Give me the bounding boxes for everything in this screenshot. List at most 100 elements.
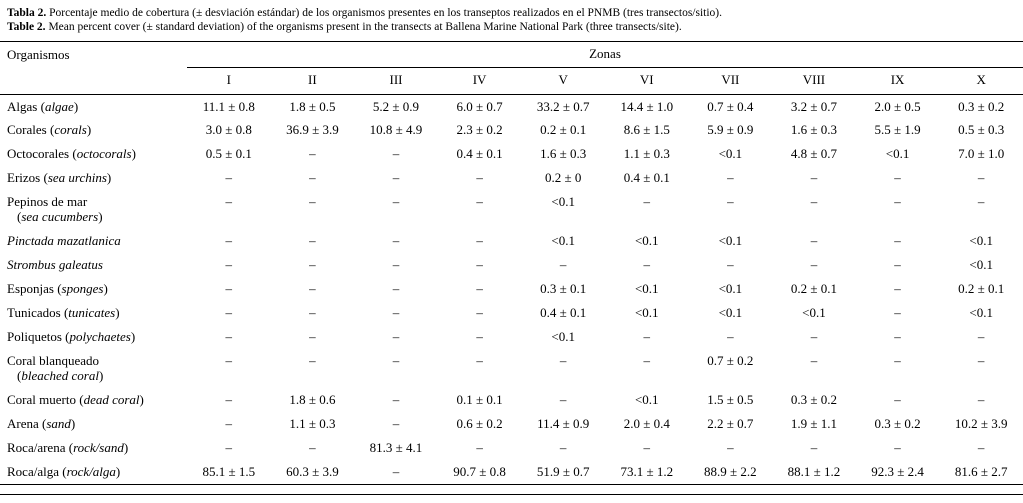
value-cell: <0.1 [551,194,575,210]
value-cell: – [643,194,651,210]
zone-column-header: VIII [772,67,856,95]
organism-name: Roca/alga (rock/alga) [7,463,121,479]
value-cell: <0.1 [718,146,743,162]
value-cell: <0.1 [718,304,743,320]
value-cell: – [559,439,567,455]
value-cell: 90.7 ± 0.8 [453,463,506,479]
value-cell: 2.0 ± 0.5 [874,98,921,114]
value-cell: – [727,194,734,210]
value-cell: 1.1 ± 0.3 [289,415,336,431]
zone-column-header: IX [855,67,940,95]
value-cell: 0.7 ± 0.2 [707,352,754,368]
value-cell: 2.3 ± 0.2 [456,122,503,138]
value-cell: – [392,415,400,431]
value-cell: – [559,352,567,368]
value-cell: 0.7 ± 0.4 [707,98,754,114]
value-cell: <0.1 [969,233,993,249]
value-cell: 0.3 ± 0.2 [790,391,838,407]
caption-spanish-label: Tabla 2. [7,7,47,19]
value-cell: – [225,194,233,210]
value-cell: – [392,328,400,344]
value-cell: 0.2 ± 0.1 [958,281,1005,296]
value-cell: 11.4 ± 0.9 [537,415,590,431]
value-cell: <0.1 [718,281,743,296]
organism-name: Tunicados (tunicates) [7,304,120,320]
value-cell: 11.1 ± 0.8 [202,98,255,114]
value-cell: – [643,257,651,273]
value-cell: – [977,328,985,344]
value-cell: 5.5 ± 1.9 [874,122,921,138]
value-cell: 88.9 ± 2.2 [704,463,757,479]
organism-name: Pepinos de mar (sea cucumbers) [7,194,103,225]
value-cell: 73.1 ± 1.2 [620,463,674,479]
value-cell: – [977,194,985,210]
organism-name: Coral muerto (dead coral) [7,391,144,407]
value-cell: – [810,170,818,186]
value-cell: – [225,257,233,273]
value-cell: 0.2 ± 0.1 [540,122,587,138]
value-cell: – [894,257,901,273]
table-row: Roca/arena (rock/sand) – – 81.3 ± 4.1 – – – – – –… [0,436,1023,460]
table-row: Arena (sand) – 1.1 ± 0.3 – 0.6 ± 0.2 11.4 ± 0… [0,412,1023,436]
caption-spanish-text: Porcentaje medio de cobertura (± desviac… [46,7,723,19]
value-cell: – [559,391,567,407]
table-row: Esponjas (sponges) – – – – 0.3 ± 0.1 <0.1 <0.1 0… [0,278,1023,302]
value-cell: <0.1 [634,233,659,249]
value-cell: 0.1 ± 0.1 [456,391,503,407]
value-cell: – [977,439,985,455]
value-cell: – [894,281,901,296]
value-cell: – [392,233,400,249]
value-cell: – [309,304,316,320]
zone-column-header: X [939,67,1023,95]
table-row: Coral muerto (dead coral) – 1.8 ± 0.6 – 0.1 … [0,388,1023,412]
value-cell: <0.1 [969,304,993,320]
value-cell: – [476,194,483,210]
value-cell: – [476,257,483,273]
value-cell: – [894,328,901,344]
value-cell: – [476,233,483,249]
organism-name: Arena (sand) [7,415,76,431]
value-cell: – [894,304,901,320]
value-cell: – [894,233,901,249]
value-cell: – [810,233,818,249]
value-cell: <0.1 [634,304,659,320]
organism-name: Strombus galeatus [7,257,103,273]
cover-data-table: Organismos Zonas I II III IV V VI VII VIII IX X A… [0,41,1023,485]
value-cell: 60.3 ± 3.9 [286,463,339,479]
value-cell: 5.2 ± 0.9 [372,98,420,114]
value-cell: 0.6 ± 0.2 [456,415,503,431]
value-cell: – [643,328,651,344]
value-cell: <0.1 [969,257,993,273]
value-cell: 2.0 ± 0.4 [623,415,670,431]
value-cell: – [977,170,985,186]
value-cell: – [225,304,233,320]
organism-name: Algas (algae) [7,98,79,114]
value-cell: 0.4 ± 0.1 [456,146,503,162]
value-cell: – [894,352,901,368]
value-cell: 5.9 ± 0.9 [707,122,754,138]
value-cell: – [309,146,316,162]
value-cell: 1.5 ± 0.5 [707,391,754,407]
value-cell: 0.2 ± 0.1 [790,281,838,296]
value-cell: – [225,233,233,249]
value-cell: 0.3 ± 0.1 [540,281,587,296]
value-cell: – [476,439,483,455]
organism-name: Coral blanqueado (bleached coral) [7,352,104,383]
value-cell: 36.9 ± 3.9 [286,122,339,138]
value-cell: <0.1 [634,391,659,407]
organism-name: Corales (corals) [7,122,92,138]
value-cell: – [810,328,818,344]
value-cell: 10.8 ± 4.9 [369,122,423,138]
value-cell: 85.1 ± 1.5 [202,463,256,479]
table-row: Poliquetos (polychaetes) – – – – <0.1 – – – – – [0,325,1023,349]
value-cell: <0.1 [551,233,575,249]
value-cell: 1.8 ± 0.5 [289,98,336,114]
caption-english: Table 2. Mean percent cover (± standard … [7,21,1013,35]
table-row: Strombus galeatus – – – – – – – – – <0.1 [0,254,1023,278]
value-cell: 81.3 ± 4.1 [369,439,423,455]
value-cell: 3.0 ± 0.8 [205,122,252,138]
value-cell: – [810,194,818,210]
value-cell: – [476,352,483,368]
value-cell: – [559,257,567,273]
value-cell: – [476,328,483,344]
